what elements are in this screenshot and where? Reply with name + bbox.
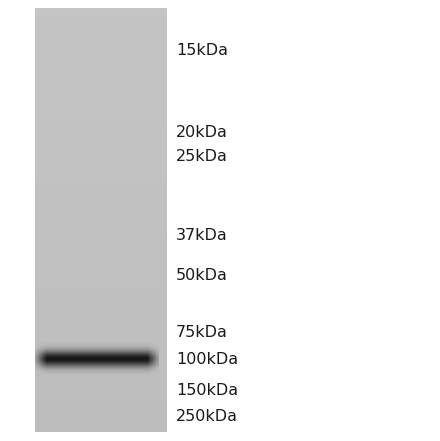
Text: 250kDa: 250kDa: [176, 409, 238, 424]
Text: 100kDa: 100kDa: [176, 352, 238, 367]
Text: 50kDa: 50kDa: [176, 268, 228, 283]
Text: 37kDa: 37kDa: [176, 228, 228, 243]
Text: 20kDa: 20kDa: [176, 125, 228, 140]
Text: 150kDa: 150kDa: [176, 383, 238, 398]
Text: 15kDa: 15kDa: [176, 43, 228, 58]
Text: 25kDa: 25kDa: [176, 149, 228, 164]
Text: 75kDa: 75kDa: [176, 325, 228, 340]
